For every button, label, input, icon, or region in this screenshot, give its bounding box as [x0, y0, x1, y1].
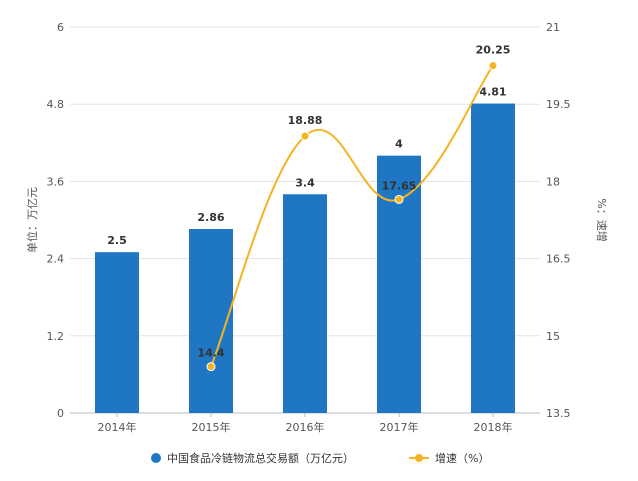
legend-bar-marker — [151, 453, 161, 463]
bar — [377, 155, 421, 413]
x-tick-label: 2014年 — [98, 420, 137, 434]
bar-value-label: 2.86 — [197, 211, 224, 224]
legend-line-point — [415, 454, 423, 462]
growth-line — [210, 65, 494, 368]
y-tick-label-left: 3.6 — [47, 175, 65, 188]
y-tick-label-left: 0 — [57, 407, 64, 420]
x-tick-label: 2017年 — [380, 420, 419, 434]
y-tick-label-right: 18 — [546, 175, 560, 188]
line-value-label: 17.65 — [382, 179, 417, 192]
bar-value-label: 4.81 — [479, 86, 506, 99]
line-value-label: 18.88 — [288, 114, 323, 127]
bar-value-label: 3.4 — [295, 176, 315, 189]
y-tick-label-right: 21 — [546, 21, 560, 34]
line-value-label: 20.25 — [476, 44, 511, 57]
y-tick-label-left: 4.8 — [47, 98, 65, 111]
y-axis-title-right: %：速增 — [595, 198, 609, 241]
bar — [283, 194, 327, 413]
line-point — [394, 194, 404, 204]
x-tick-label: 2016年 — [286, 420, 325, 434]
y-axis-title-left: 单位：万亿元 — [25, 187, 39, 253]
bar — [471, 103, 515, 413]
legend-line-label: 增速（%） — [435, 451, 489, 465]
legend-bar-label: 中国食品冷链物流总交易额（万亿元） — [167, 451, 354, 465]
bar — [95, 252, 139, 413]
bar-value-label: 4 — [395, 138, 403, 151]
line-value-label: 14.4 — [197, 347, 224, 360]
y-tick-label-left: 1.2 — [47, 330, 65, 343]
line-point — [206, 362, 216, 372]
y-tick-label-right: 13.5 — [546, 407, 571, 420]
y-tick-label-left: 6 — [57, 21, 64, 34]
x-tick-label: 2018年 — [474, 420, 513, 434]
line-point — [300, 131, 310, 141]
bar-value-label: 2.5 — [107, 234, 127, 247]
y-tick-label-left: 2.4 — [47, 253, 65, 266]
line-point — [488, 61, 498, 71]
y-tick-label-right: 19.5 — [546, 98, 571, 111]
y-tick-label-right: 15 — [546, 330, 560, 343]
x-tick-label: 2015年 — [192, 420, 231, 434]
y-tick-label-right: 16.5 — [546, 253, 571, 266]
